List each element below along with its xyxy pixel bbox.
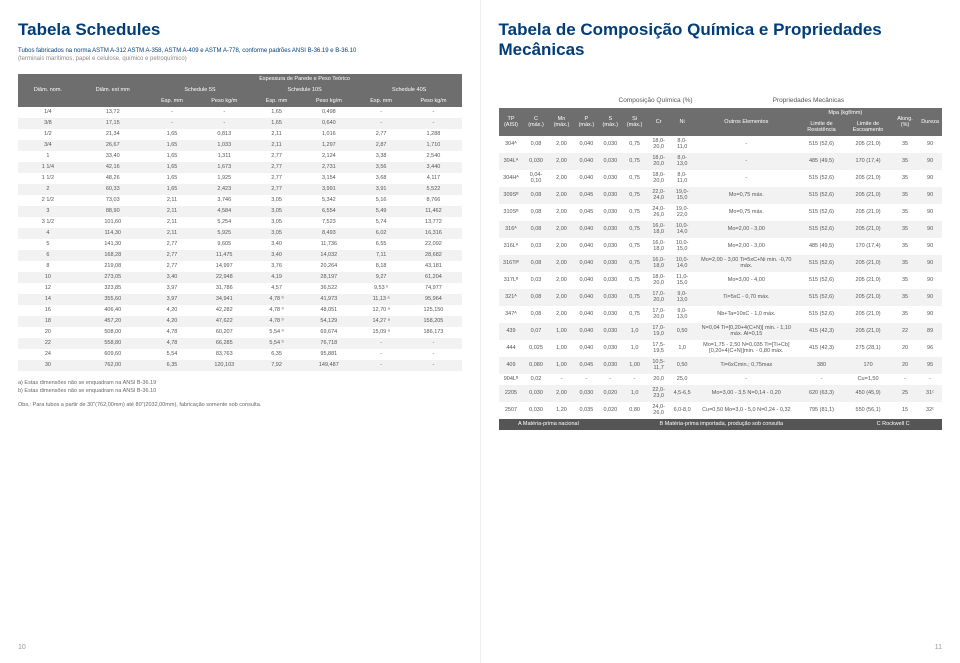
table-row: 3/426,671,651,0332,111,2972,871,710 <box>18 140 462 151</box>
table-row: 6168,282,7711,4753,4014,0327,1128,682 <box>18 250 462 261</box>
table-row: 310Sᴮ0,082,000,0450,0300,7524,0-26,019,0… <box>499 204 943 221</box>
table-row: 30762,006,35120,1037,92149,487-- <box>18 360 462 371</box>
table-row: 133,401,651,3112,772,1243,382,540 <box>18 151 462 162</box>
table-row: 10273,053,4022,9484,1928,1979,2761,204 <box>18 272 462 283</box>
table-row: 25070,0301,200,0350,0200,8024,0-26,06,0-… <box>499 402 943 419</box>
right-page: Tabela de Composição Química e Proprieda… <box>481 0 960 663</box>
table-row: 388,902,114,5843,056,5545,4911,462 <box>18 206 462 217</box>
right-title: Tabela de Composição Química e Proprieda… <box>499 20 943 61</box>
table-row: 5141,302,779,6053,4011,7366,5522,092 <box>18 239 462 250</box>
table-row: 321ᴬ0,082,000,0400,0300,7517,0-20,09,0-1… <box>499 289 943 306</box>
table-row: 1 1/248,261,651,9252,773,1543,684,117 <box>18 173 462 184</box>
page-num-right: 11 <box>935 644 942 651</box>
table-row: 2 1/273,032,113,7463,055,3425,168,766 <box>18 195 462 206</box>
page-num-left: 10 <box>18 644 26 651</box>
table-row: 20508,004,7860,2075,54 ᵇ69,67415,09 ᵃ186… <box>18 327 462 338</box>
table-row: 316Tiᴮ0,082,000,0400,0300,7516,0-18,010,… <box>499 255 943 272</box>
table-row: 3 1/2101,602,115,2543,057,5235,7413,772 <box>18 217 462 228</box>
table-row: 304Hᴬ0,04-0,102,000,0400,0300,7518,0-20,… <box>499 170 943 187</box>
table-row: 16406,404,2042,2824,78 ᵇ48,05112,70 ᵃ125… <box>18 305 462 316</box>
table-row: 22050,0302,000,0300,0201,022,0-23,04,5-6… <box>499 385 943 402</box>
table-row: 8219,082,7714,9973,7620,2648,1843,181 <box>18 261 462 272</box>
footer-row: A Matéria-prima nacionalB Matéria-prima … <box>499 419 943 430</box>
table-row: 4440,0251,000,0400,0301,017,5-19,51,0Mo=… <box>499 340 943 357</box>
table-row: 4090,0801,000,0450,0301,0010,5-11,70,50T… <box>499 357 943 374</box>
table-row: 12323,853,9731,7864,5736,5229,53 ᵇ74,977 <box>18 283 462 294</box>
table-row: 347ᴬ0,082,000,0400,0300,7517,0-20,09,0-1… <box>499 306 943 323</box>
table-row: 4390,071,000,0400,0301,017,0-19,00,50N=0… <box>499 323 943 340</box>
table-row: 304ᴬ0,082,000,0400,0300,7518,0-20,08,0-1… <box>499 136 943 153</box>
sub2: (terminais marítimos, papel e celulose, … <box>18 56 462 64</box>
left-title: Tabela Schedules <box>18 20 462 40</box>
table-row: 14355,603,9734,9414,78 ᵇ41,97311,13 ᵃ95,… <box>18 294 462 305</box>
table-row: 316ᴬ0,082,000,0400,0300,7516,0-18,010,0-… <box>499 221 943 238</box>
table-row: 1/413,72--1,650,498-- <box>18 107 462 118</box>
table-row: 309Sᴮ0,082,000,0450,0300,7522,0-24,019,0… <box>499 187 943 204</box>
table-row: 304Lᴬ0,0302,000,0400,0300,7518,0-20,08,0… <box>499 153 943 170</box>
table-row: 4114,302,115,9253,058,4936,0216,316 <box>18 228 462 239</box>
left-page: Tabela Schedules Tubos fabricados na nor… <box>0 0 481 663</box>
sched-table: Diâm. nom.Diâm. ext mmEspessura de Pared… <box>18 74 462 371</box>
table-row: 3/817,15--1,650,640-- <box>18 118 462 129</box>
notes: a) Estas dimensões não se enquadram na A… <box>18 379 462 410</box>
sub1: Tubos fabricados na norma ASTM A-312 AST… <box>18 48 462 56</box>
table-row: 22558,804,7866,2855,54 ᵇ76,718-- <box>18 338 462 349</box>
table-row: 18457,204,2047,6224,78 ᵇ54,12914,27 ᵃ158… <box>18 316 462 327</box>
table-row: 1 1/442,161,651,6732,772,7313,563,440 <box>18 162 462 173</box>
table-row: 316Lᴬ0,032,000,0400,0300,7516,0-18,010,0… <box>499 238 943 255</box>
table-row: 904Lᴮ0,02----20,025,0--Cu=1,50-- <box>499 374 943 385</box>
table-row: 24609,605,5483,7636,3595,881-- <box>18 349 462 360</box>
section-headers: Composição Química (%) Propriedades Mecâ… <box>499 97 943 104</box>
table-row: 260,331,652,4232,773,9913,915,522 <box>18 184 462 195</box>
comp-table: TP (AISI)C (máx.)Mn (máx.)P (máx.)S (máx… <box>499 108 943 430</box>
table-row: 317Lᴮ0,032,000,0400,0300,7518,0-20,011,0… <box>499 272 943 289</box>
table-row: 1/221,341,650,8132,111,0162,771,288 <box>18 129 462 140</box>
